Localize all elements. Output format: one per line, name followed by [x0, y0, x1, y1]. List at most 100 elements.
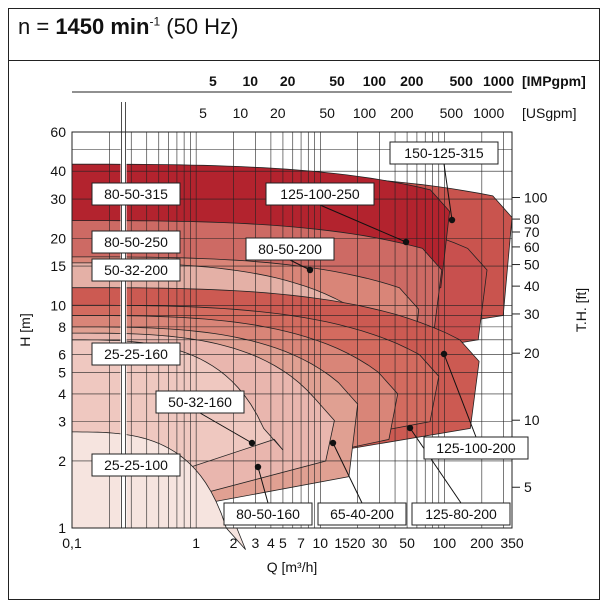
operating-point-125-100-250 — [402, 238, 410, 246]
top-imp-tick-label: 100 — [363, 73, 387, 89]
top-us-tick-label: 20 — [270, 105, 286, 121]
title-frequency: (50 Hz) — [160, 14, 239, 39]
series-label-box-50-32-160 — [155, 390, 245, 414]
x-tick-label: 3 — [251, 535, 259, 551]
y-tick-label: 2 — [58, 453, 66, 469]
top-us-tick-label: 50 — [319, 105, 335, 121]
top-us-tick-label: 100 — [353, 105, 377, 121]
top-us-tick-label: 500 — [440, 105, 464, 121]
operating-point-125-100-200 — [440, 350, 448, 358]
right-tick-label: 80 — [524, 211, 540, 227]
y-tick-label: 20 — [50, 230, 66, 246]
series-label-80-50-250: 80-50-250 — [104, 234, 168, 250]
operating-point-65-40-200 — [329, 439, 337, 447]
series-label-80-50-315: 80-50-315 — [104, 186, 168, 202]
top-imp-axis-label: [IMPgpm] — [522, 73, 586, 89]
series-label-box-125-80-200 — [411, 502, 511, 526]
series-label-150-125-315: 150-125-315 — [404, 145, 484, 161]
series-label-box-25-25-160 — [91, 342, 181, 366]
y-tick-label: 1 — [58, 520, 66, 536]
x-tick-label: 7 — [297, 535, 305, 551]
series-label-80-50-160: 80-50-160 — [236, 506, 300, 522]
top-imp-tick-label: 20 — [280, 73, 296, 89]
chart-title: n = 1450 min-1 (50 Hz) — [18, 14, 238, 40]
right-tick-label: 50 — [524, 257, 540, 273]
top-imp-tick-label: 200 — [400, 73, 424, 89]
top-imp-tick-label: 10 — [242, 73, 258, 89]
top-us-tick-label: 200 — [390, 105, 414, 121]
series-label-50-32-200: 50-32-200 — [104, 262, 168, 278]
x-tick-label: 100 — [433, 535, 457, 551]
x-axis-label: Q [m³/h] — [267, 559, 318, 575]
series-label-box-50-32-200 — [91, 258, 181, 282]
series-label-125-80-200: 125-80-200 — [425, 506, 497, 522]
y-tick-label: 60 — [50, 124, 66, 140]
operating-point-80-50-160 — [254, 463, 262, 471]
right-axis-label: T.H. [ft] — [573, 288, 589, 332]
series-label-box-25-25-100 — [91, 453, 181, 477]
x-tick-label: 350 — [500, 535, 524, 551]
plot-area-border — [71, 131, 513, 529]
leader-line-125-80-200 — [409, 427, 462, 504]
series-label-box-125-100-200 — [423, 436, 529, 460]
right-tick-label: 30 — [524, 306, 540, 322]
series-label-box-80-50-250 — [91, 230, 181, 254]
x-tick-label: 20 — [350, 535, 366, 551]
top-imp-tick-label: 5 — [209, 73, 217, 89]
top-us-tick-label: 10 — [233, 105, 249, 121]
x-tick-label: 1 — [192, 535, 200, 551]
x-tick-label: 0,1 — [62, 535, 82, 551]
top-imp-tick-label: 50 — [329, 73, 345, 89]
series-label-box-150-125-315 — [389, 141, 499, 165]
top-us-axis-label: [USgpm] — [522, 105, 576, 121]
series-label-65-40-200: 65-40-200 — [330, 506, 394, 522]
operating-point-80-50-200 — [306, 266, 314, 274]
leader-line-80-50-200 — [289, 259, 311, 271]
right-tick-label: 40 — [524, 278, 540, 294]
y-tick-label: 10 — [50, 297, 66, 313]
series-labels: 25-25-100 25-25-160 50-32-160 80-50-160 65-4… — [91, 141, 529, 526]
top-imp-tick-label: 1000 — [483, 73, 514, 89]
leader-line-50-32-160 — [199, 412, 253, 444]
x-tick-label: 200 — [470, 535, 494, 551]
y-tick-label: 40 — [50, 163, 66, 179]
x-tick-label: 50 — [399, 535, 415, 551]
leader-line-125-100-200 — [443, 353, 477, 438]
leader-line-125-100-250 — [319, 204, 407, 243]
series-label-box-125-100-250 — [265, 182, 375, 206]
leader-line-65-40-200 — [332, 442, 363, 504]
series-label-box-80-50-200 — [245, 237, 335, 261]
right-tick-label: 20 — [524, 345, 540, 361]
title-prefix: n = — [18, 14, 56, 39]
y-tick-label: 5 — [58, 364, 66, 380]
y-tick-label: 3 — [58, 414, 66, 430]
y-tick-label: 4 — [58, 386, 66, 402]
right-tick-label: 60 — [524, 239, 540, 255]
y-tick-label: 6 — [58, 347, 66, 363]
x-tick-label: 15 — [334, 535, 350, 551]
title-speed: 1450 min — [55, 14, 150, 39]
series-label-125-100-200: 125-100-200 — [436, 440, 516, 456]
operating-point-125-80-200 — [406, 424, 414, 432]
top-imp-tick-label: 500 — [450, 73, 474, 89]
series-label-50-32-160: 50-32-160 — [168, 394, 232, 410]
y-tick-label: 8 — [58, 319, 66, 335]
title-speed-exponent: -1 — [149, 14, 161, 29]
series-label-box-80-50-160 — [223, 502, 313, 526]
series-label-80-50-200: 80-50-200 — [258, 241, 322, 257]
leader-line-80-50-160 — [257, 466, 269, 504]
series-label-box-80-50-315 — [91, 182, 181, 206]
header-divider — [8, 60, 600, 61]
right-tick-label: 5 — [524, 479, 532, 495]
series-label-25-25-100: 25-25-100 — [104, 457, 168, 473]
x-tick-label: 30 — [372, 535, 388, 551]
right-tick-label: 70 — [524, 224, 540, 240]
x-tick-label: 2 — [230, 535, 238, 551]
series-label-25-25-160: 25-25-160 — [104, 346, 168, 362]
y-axis-label: H [m] — [17, 313, 33, 346]
top-us-tick-label: 5 — [199, 105, 207, 121]
right-tick-label: 10 — [524, 412, 540, 428]
x-tick-label: 5 — [279, 535, 287, 551]
